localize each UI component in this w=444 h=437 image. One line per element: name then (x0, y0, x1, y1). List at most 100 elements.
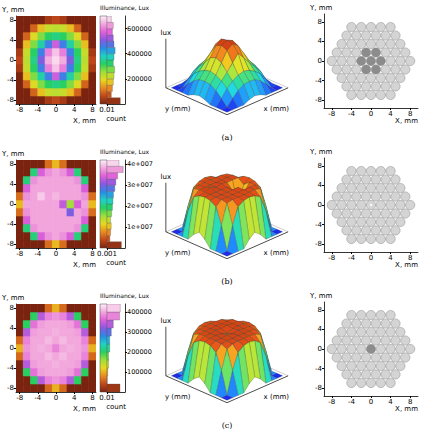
svg-text:Y, mm: Y, mm (309, 292, 333, 300)
svg-text:400000: 400000 (127, 308, 152, 316)
svg-text:8: 8 (10, 16, 14, 24)
svg-text:Illuminance, Lux: Illuminance, Lux (100, 148, 150, 155)
svg-text:8: 8 (408, 110, 412, 118)
svg-text:X, mm: X, mm (73, 117, 96, 125)
svg-text:count: count (106, 115, 126, 123)
svg-text:200000: 200000 (127, 75, 152, 83)
svg-text:(c): (c) (222, 421, 233, 430)
svg-text:Y, mm: Y, mm (1, 294, 25, 302)
svg-text:4e+007: 4e+007 (127, 160, 153, 168)
svg-text:-8: -8 (7, 240, 14, 248)
svg-text:0.01: 0.01 (99, 394, 115, 402)
svg-text:y (mm): y (mm) (165, 393, 191, 401)
svg-text:-4: -4 (34, 250, 42, 258)
svg-text:0: 0 (318, 345, 322, 353)
svg-text:8: 8 (90, 394, 94, 402)
svg-text:-4: -4 (34, 106, 42, 114)
svg-text:-4: -4 (34, 394, 42, 402)
svg-text:0: 0 (54, 106, 58, 114)
svg-text:-4: -4 (348, 254, 356, 262)
svg-text:-4: -4 (348, 398, 356, 406)
svg-text:4: 4 (388, 110, 393, 118)
svg-text:X, mm: X, mm (73, 405, 96, 413)
svg-text:Illuminance, Lux: Illuminance, Lux (100, 4, 150, 11)
svg-text:Y, mm: Y, mm (309, 148, 333, 156)
svg-text:X, mm: X, mm (395, 117, 418, 125)
svg-text:0: 0 (369, 254, 373, 262)
svg-text:-8: -8 (16, 106, 23, 114)
svg-text:-4: -4 (315, 365, 323, 373)
svg-text:-4: -4 (7, 220, 15, 228)
svg-text:0.01: 0.01 (99, 106, 115, 114)
svg-text:(b): (b) (221, 277, 232, 286)
svg-text:-8: -8 (16, 394, 23, 402)
svg-text:0: 0 (318, 57, 322, 65)
svg-text:0: 0 (54, 250, 58, 258)
svg-text:-4: -4 (315, 77, 323, 85)
svg-text:0: 0 (10, 200, 14, 208)
svg-text:0: 0 (10, 56, 14, 64)
svg-text:x (mm): x (mm) (264, 393, 290, 401)
svg-text:4: 4 (72, 394, 77, 402)
svg-text:1e+007: 1e+007 (127, 223, 153, 231)
svg-text:Illuminance, Lux: Illuminance, Lux (100, 292, 150, 299)
svg-text:-8: -8 (7, 384, 14, 392)
svg-text:8: 8 (10, 304, 14, 312)
svg-text:-8: -8 (315, 96, 322, 104)
svg-text:0: 0 (369, 110, 373, 118)
svg-text:Y, mm: Y, mm (309, 4, 333, 12)
svg-text:8: 8 (90, 106, 94, 114)
svg-text:-4: -4 (7, 364, 15, 372)
svg-text:300000: 300000 (127, 328, 152, 336)
svg-text:X, mm: X, mm (73, 261, 96, 269)
svg-text:-8: -8 (328, 254, 335, 262)
svg-text:y (mm): y (mm) (165, 249, 191, 257)
svg-text:4: 4 (318, 325, 323, 333)
svg-text:400000: 400000 (127, 50, 152, 58)
svg-text:2e+007: 2e+007 (127, 202, 153, 210)
svg-text:-8: -8 (16, 250, 23, 258)
svg-text:x (mm): x (mm) (264, 105, 290, 113)
svg-text:8: 8 (90, 250, 94, 258)
svg-text:3e+007: 3e+007 (127, 181, 153, 189)
svg-text:-4: -4 (7, 76, 15, 84)
svg-text:0: 0 (369, 398, 373, 406)
svg-text:0.001: 0.001 (97, 250, 117, 258)
svg-text:4: 4 (10, 36, 15, 44)
svg-text:X, mm: X, mm (395, 261, 418, 269)
svg-text:4: 4 (10, 180, 15, 188)
svg-text:count: count (106, 259, 126, 267)
svg-text:-8: -8 (328, 398, 335, 406)
svg-text:8: 8 (318, 18, 322, 26)
svg-text:8: 8 (408, 254, 412, 262)
svg-text:(a): (a) (221, 133, 232, 142)
svg-text:y (mm): y (mm) (165, 105, 191, 113)
svg-text:-8: -8 (328, 110, 335, 118)
svg-text:0: 0 (318, 201, 322, 209)
svg-text:0: 0 (54, 394, 58, 402)
svg-text:Y, mm: Y, mm (1, 6, 25, 14)
svg-text:-8: -8 (315, 240, 322, 248)
svg-text:200000: 200000 (127, 348, 152, 356)
svg-text:-8: -8 (7, 96, 14, 104)
svg-text:4: 4 (318, 37, 323, 45)
svg-text:lux: lux (161, 173, 172, 181)
svg-text:0: 0 (10, 344, 14, 352)
svg-text:8: 8 (318, 306, 322, 314)
svg-text:-4: -4 (315, 221, 323, 229)
svg-text:-8: -8 (315, 384, 322, 392)
svg-text:count: count (106, 403, 126, 411)
svg-text:x (mm): x (mm) (264, 249, 290, 257)
svg-text:4: 4 (72, 250, 77, 258)
svg-text:600000: 600000 (127, 25, 152, 33)
svg-text:lux: lux (161, 29, 172, 37)
svg-text:100000: 100000 (127, 368, 152, 376)
svg-text:Y, mm: Y, mm (1, 150, 25, 158)
svg-text:4: 4 (388, 398, 393, 406)
svg-text:8: 8 (408, 398, 412, 406)
svg-text:X, mm: X, mm (395, 405, 418, 413)
svg-text:8: 8 (318, 162, 322, 170)
svg-text:-4: -4 (348, 110, 356, 118)
svg-text:4: 4 (318, 181, 323, 189)
svg-text:4: 4 (72, 106, 77, 114)
